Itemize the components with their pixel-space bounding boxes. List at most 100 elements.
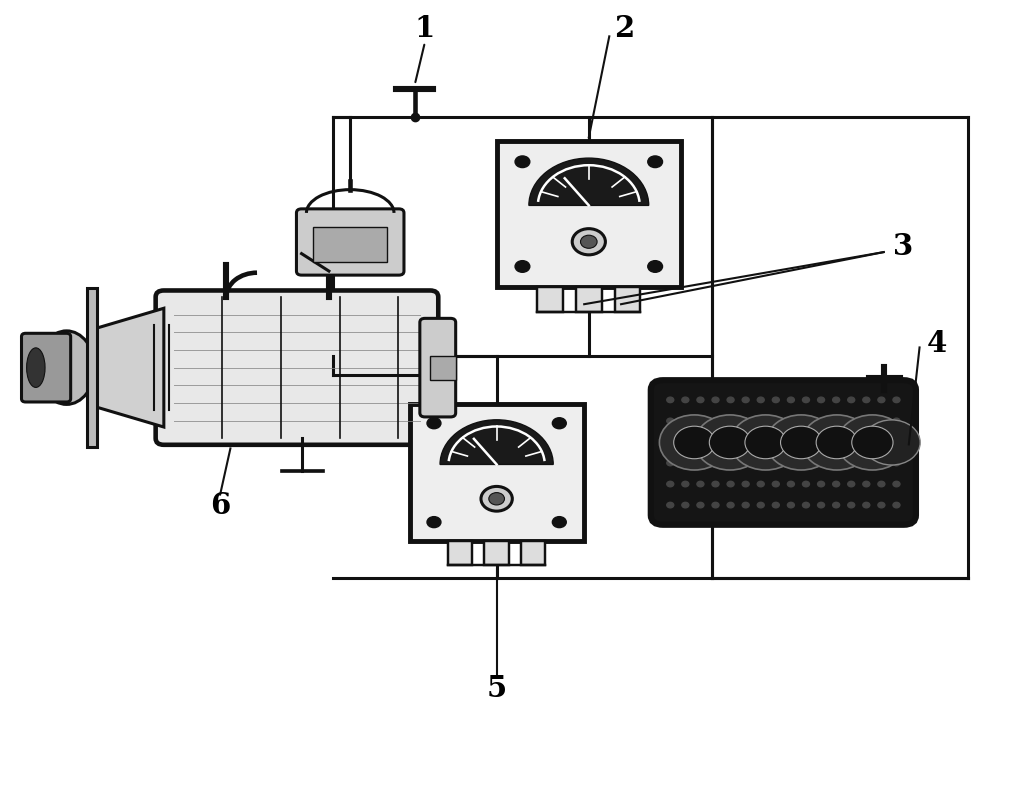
Circle shape — [772, 482, 779, 486]
Circle shape — [817, 419, 824, 423]
Circle shape — [757, 482, 764, 486]
Circle shape — [848, 419, 855, 423]
Circle shape — [852, 426, 893, 459]
Circle shape — [515, 261, 529, 272]
Circle shape — [787, 482, 795, 486]
Circle shape — [682, 482, 689, 486]
Circle shape — [757, 440, 764, 444]
Circle shape — [803, 440, 809, 444]
Circle shape — [893, 482, 900, 486]
Circle shape — [848, 440, 855, 444]
Circle shape — [757, 503, 764, 508]
Circle shape — [712, 397, 719, 402]
Circle shape — [697, 482, 703, 486]
FancyBboxPatch shape — [156, 291, 438, 444]
Circle shape — [667, 397, 674, 402]
Circle shape — [878, 482, 885, 486]
Circle shape — [863, 420, 921, 465]
Bar — [575, 287, 602, 312]
FancyBboxPatch shape — [297, 208, 403, 275]
Circle shape — [878, 397, 885, 402]
Circle shape — [838, 415, 907, 470]
Circle shape — [757, 397, 764, 402]
Circle shape — [863, 503, 869, 508]
Circle shape — [772, 397, 779, 402]
Circle shape — [817, 503, 824, 508]
FancyBboxPatch shape — [420, 318, 456, 417]
Circle shape — [667, 419, 674, 423]
Circle shape — [695, 415, 765, 470]
Circle shape — [833, 397, 840, 402]
Circle shape — [863, 482, 869, 486]
Circle shape — [667, 461, 674, 465]
Circle shape — [648, 156, 663, 167]
Circle shape — [697, 440, 703, 444]
Bar — [87, 288, 97, 447]
Circle shape — [712, 482, 719, 486]
Circle shape — [878, 461, 885, 465]
Circle shape — [712, 461, 719, 465]
Circle shape — [803, 419, 809, 423]
Circle shape — [712, 440, 719, 444]
Wedge shape — [440, 420, 553, 465]
Circle shape — [648, 261, 663, 272]
Bar — [614, 287, 640, 312]
Circle shape — [833, 503, 840, 508]
Bar — [447, 541, 472, 566]
Circle shape — [803, 461, 809, 465]
Circle shape — [848, 397, 855, 402]
Circle shape — [802, 415, 871, 470]
FancyBboxPatch shape — [22, 333, 71, 402]
Circle shape — [817, 440, 824, 444]
Circle shape — [878, 419, 885, 423]
FancyBboxPatch shape — [410, 404, 584, 541]
Circle shape — [757, 419, 764, 423]
Circle shape — [833, 461, 840, 465]
Circle shape — [848, 503, 855, 508]
Circle shape — [742, 419, 750, 423]
Circle shape — [878, 503, 885, 508]
Circle shape — [787, 397, 795, 402]
Text: 2: 2 — [614, 14, 635, 43]
Circle shape — [863, 397, 869, 402]
Circle shape — [727, 503, 734, 508]
Text: 5: 5 — [486, 674, 507, 703]
Circle shape — [659, 415, 729, 470]
Text: 3: 3 — [893, 232, 913, 261]
Circle shape — [727, 482, 734, 486]
Circle shape — [572, 229, 605, 255]
Circle shape — [893, 397, 900, 402]
Circle shape — [697, 419, 703, 423]
Bar — [538, 287, 563, 312]
Circle shape — [742, 397, 750, 402]
Circle shape — [731, 415, 801, 470]
Circle shape — [667, 503, 674, 508]
Circle shape — [757, 461, 764, 465]
Circle shape — [581, 235, 597, 248]
Circle shape — [682, 461, 689, 465]
Circle shape — [667, 440, 674, 444]
Circle shape — [817, 461, 824, 465]
Circle shape — [816, 426, 857, 459]
Bar — [521, 541, 546, 566]
Circle shape — [697, 397, 703, 402]
Bar — [313, 227, 387, 263]
Circle shape — [552, 516, 566, 528]
Circle shape — [742, 482, 750, 486]
Circle shape — [848, 461, 855, 465]
Circle shape — [817, 482, 824, 486]
Circle shape — [742, 461, 750, 465]
Circle shape — [427, 516, 441, 528]
Circle shape — [515, 156, 529, 167]
Circle shape — [863, 419, 869, 423]
FancyBboxPatch shape — [651, 381, 915, 525]
Circle shape — [682, 397, 689, 402]
Circle shape — [481, 486, 512, 511]
Bar — [484, 541, 509, 566]
Circle shape — [742, 503, 750, 508]
Circle shape — [772, 440, 779, 444]
Circle shape — [893, 461, 900, 465]
Circle shape — [772, 461, 779, 465]
Circle shape — [817, 397, 824, 402]
Circle shape — [744, 426, 786, 459]
